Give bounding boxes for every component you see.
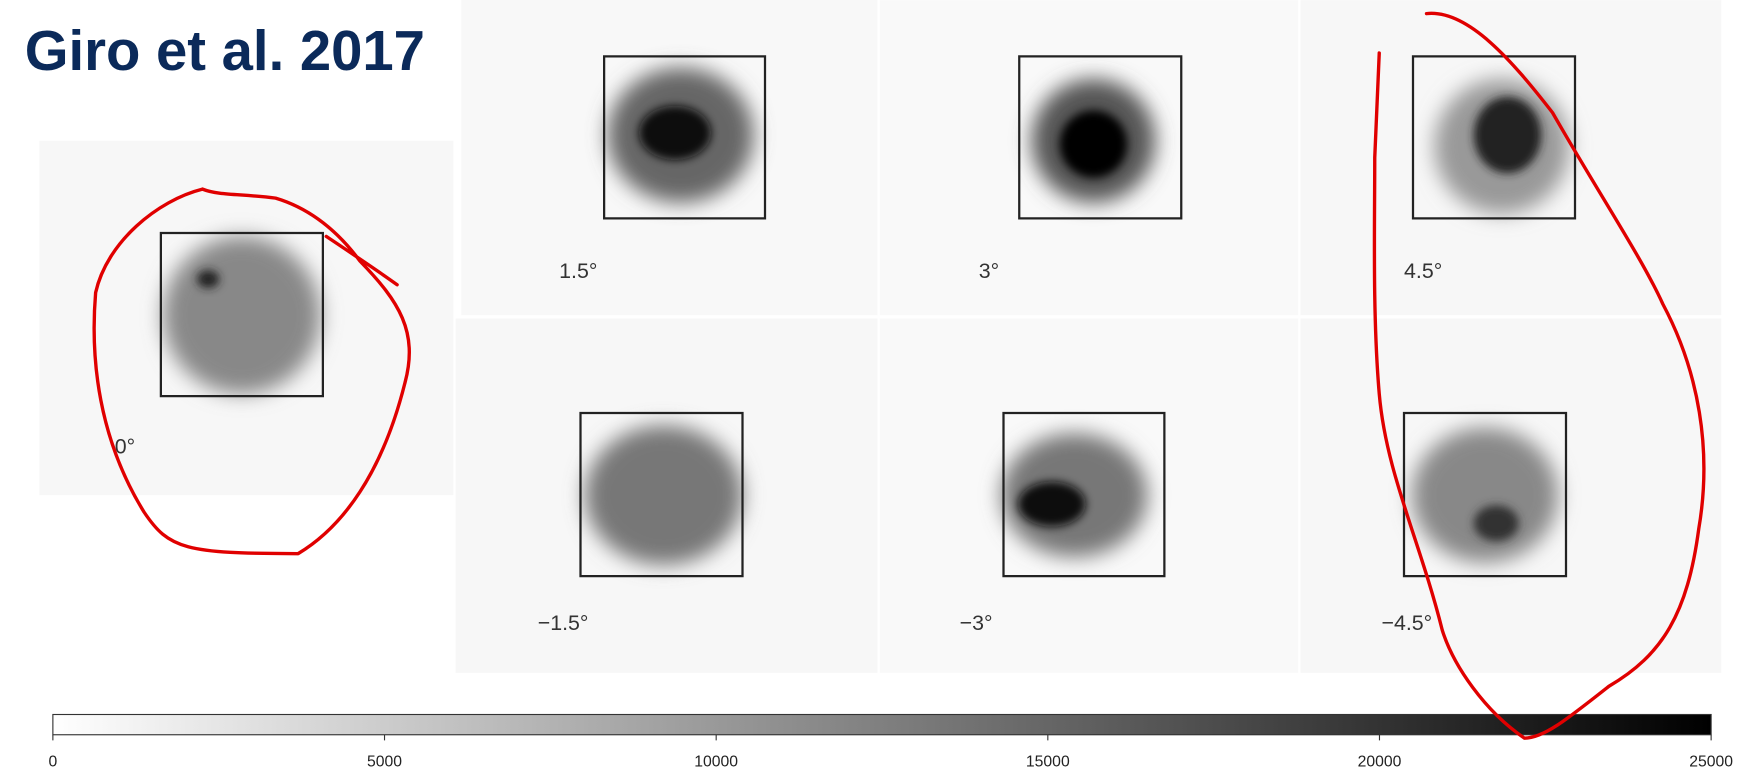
- colorbar-tick-label: 0: [48, 753, 57, 770]
- panel-label: 3°: [979, 259, 999, 283]
- figure: 0° 1.5° 3° 4.5° −1.5° −3° −4.5° Giro et …: [0, 0, 1764, 781]
- colorbar-tick-label: 15000: [1026, 753, 1070, 770]
- colorbar: [53, 715, 1711, 735]
- colorbar-tick-label: 10000: [694, 753, 738, 770]
- panel-label: −4.5°: [1382, 611, 1433, 635]
- panel-label: 1.5°: [559, 259, 597, 283]
- panel-label: −1.5°: [538, 611, 589, 635]
- colorbar-tick-label: 5000: [367, 753, 402, 770]
- panel-label: 4.5°: [1404, 259, 1442, 283]
- title: Giro et al. 2017: [25, 19, 425, 82]
- panel-label: −3°: [960, 611, 993, 635]
- page: {"header": {"title": "Giro et al. 2017"}…: [0, 0, 1764, 781]
- colorbar-tick-label: 20000: [1358, 753, 1402, 770]
- colorbar-tick-label: 25000: [1689, 753, 1733, 770]
- panel-label: 0°: [115, 435, 135, 459]
